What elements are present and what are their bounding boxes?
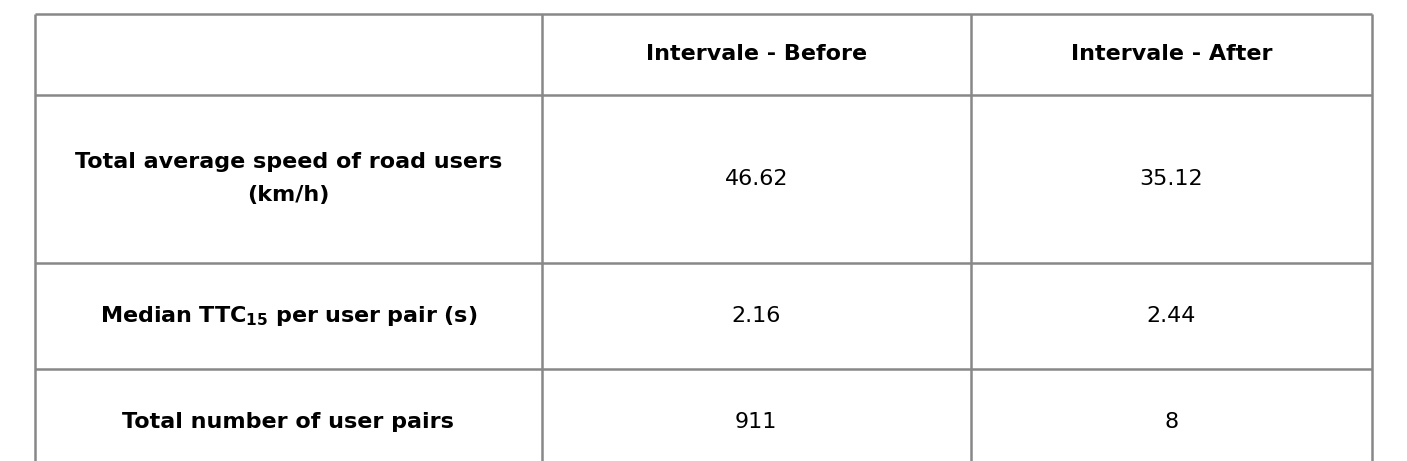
- Text: Total average speed of road users: Total average speed of road users: [75, 152, 502, 172]
- Text: (km/h): (km/h): [248, 185, 329, 205]
- Text: 2.44: 2.44: [1147, 306, 1196, 326]
- Text: 8: 8: [1164, 412, 1179, 432]
- Text: Intervale - Before: Intervale - Before: [646, 44, 867, 64]
- Text: 35.12: 35.12: [1140, 169, 1203, 189]
- Text: Total number of user pairs: Total number of user pairs: [122, 412, 454, 432]
- Text: 2.16: 2.16: [732, 306, 781, 326]
- Text: 46.62: 46.62: [725, 169, 788, 189]
- Text: Intervale - After: Intervale - After: [1071, 44, 1272, 64]
- Text: 911: 911: [734, 412, 778, 432]
- Text: $\mathbf{Median\ TTC_{15}\ per\ user\ pair\ (s)}$: $\mathbf{Median\ TTC_{15}\ per\ user\ pa…: [100, 304, 477, 328]
